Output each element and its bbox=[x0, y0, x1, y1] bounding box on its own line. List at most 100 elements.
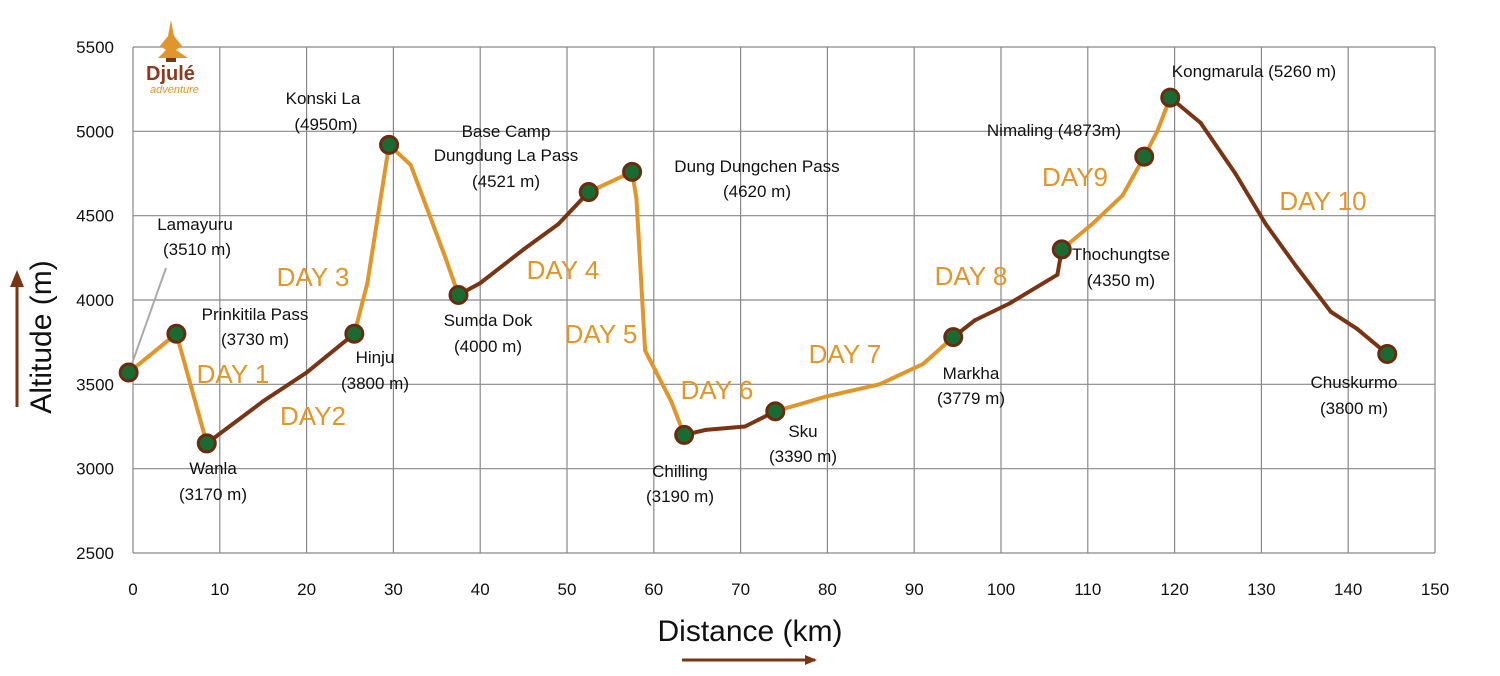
waypoint-marker bbox=[166, 323, 187, 344]
waypoint-name: Dungdung La Pass bbox=[434, 146, 579, 165]
x-tick-label: 150 bbox=[1421, 580, 1449, 599]
day-label: DAY 8 bbox=[935, 261, 1008, 291]
y-tick-label: 3500 bbox=[76, 375, 114, 394]
y-direction-arrow bbox=[10, 270, 24, 407]
grid-lines bbox=[132, 46, 1436, 554]
waypoint-marker bbox=[118, 362, 139, 383]
route-segment bbox=[1007, 272, 1060, 306]
waypoint-marker bbox=[943, 327, 964, 348]
x-tick-label: 40 bbox=[471, 580, 490, 599]
x-tick-label: 140 bbox=[1334, 580, 1362, 599]
waypoint-name: Markha bbox=[943, 364, 1000, 383]
waypoint-marker bbox=[344, 323, 365, 344]
day-label: DAY 7 bbox=[809, 339, 882, 369]
y-tick-label: 3000 bbox=[76, 460, 114, 479]
route-segment bbox=[365, 142, 392, 286]
waypoint-altitude: (4000 m) bbox=[454, 337, 522, 356]
waypoint-marker bbox=[1134, 146, 1155, 167]
x-tick-label: 130 bbox=[1247, 580, 1275, 599]
day-label: DAY9 bbox=[1042, 162, 1108, 192]
x-tick-label: 100 bbox=[987, 580, 1015, 599]
route-segment bbox=[478, 247, 526, 286]
waypoint-altitude: (4620 m) bbox=[723, 182, 791, 201]
waypoint-marker bbox=[1160, 87, 1181, 108]
waypoint-label: Kongmarula (5260 m) bbox=[1172, 62, 1336, 81]
route-segment bbox=[1328, 309, 1359, 331]
waypoint-marker bbox=[1051, 239, 1072, 260]
waypoint-altitude: (3730 m) bbox=[221, 330, 289, 349]
route-segment bbox=[972, 301, 1012, 323]
waypoint-altitude: (3390 m) bbox=[769, 447, 837, 466]
y-tick-label: 4500 bbox=[76, 207, 114, 226]
route-segment bbox=[643, 348, 674, 404]
x-axis-title: Distance (km) bbox=[657, 615, 842, 648]
waypoint-altitude: (3190 m) bbox=[646, 487, 714, 506]
x-tick-label: 20 bbox=[297, 580, 316, 599]
route-segment bbox=[1233, 171, 1268, 227]
waypoint-name: Hinju bbox=[356, 348, 395, 367]
waypoint-altitude: (3779 m) bbox=[937, 389, 1005, 408]
waypoint-marker bbox=[448, 284, 469, 305]
y-tick-label: 5500 bbox=[76, 38, 114, 57]
waypoint-name: Konski La bbox=[286, 89, 361, 108]
day-label: DAY 3 bbox=[277, 262, 350, 292]
y-tick-label: 2500 bbox=[76, 544, 114, 563]
lamayuru-leader-line bbox=[130, 267, 167, 365]
waypoint-label: Nimaling (4873m) bbox=[987, 121, 1121, 140]
day-label: DAY 6 bbox=[681, 375, 754, 405]
day-label: DAY 5 bbox=[565, 319, 638, 349]
waypoint-name: Thochungtse bbox=[1072, 245, 1170, 264]
route-segment bbox=[304, 331, 357, 375]
logo-name: Djulé bbox=[146, 63, 195, 85]
route-segment bbox=[1198, 120, 1238, 176]
route-segment bbox=[126, 331, 179, 375]
route-segment bbox=[408, 163, 448, 260]
x-tick-label: 70 bbox=[731, 580, 750, 599]
y-tick-label: 5000 bbox=[76, 122, 114, 141]
stupa-icon bbox=[158, 20, 188, 62]
x-tick-label: 50 bbox=[558, 580, 577, 599]
route-segment bbox=[204, 399, 266, 446]
day-label: DAY 1 bbox=[197, 359, 270, 389]
day-label: DAY 4 bbox=[527, 255, 600, 285]
x-tick-label: 120 bbox=[1160, 580, 1188, 599]
waypoint-marker bbox=[578, 182, 599, 203]
route-segment bbox=[521, 222, 561, 252]
x-tick-label: 10 bbox=[210, 580, 229, 599]
route-segment bbox=[877, 362, 925, 387]
x-tick-label: 60 bbox=[644, 580, 663, 599]
logo-tagline: adventure bbox=[150, 84, 199, 96]
x-tick-label: 30 bbox=[384, 580, 403, 599]
waypoint-name: Dung Dungchen Pass bbox=[674, 157, 839, 176]
waypoint-marker bbox=[379, 134, 400, 155]
x-tick-label: 80 bbox=[818, 580, 837, 599]
logo: Djulé adventure bbox=[146, 20, 199, 96]
y-axis-title: Altitude (m) bbox=[25, 260, 58, 413]
waypoint-altitude: (3800 m) bbox=[341, 374, 409, 393]
waypoint-name: Base Camp bbox=[462, 122, 551, 141]
x-tick-label: 0 bbox=[128, 580, 137, 599]
waypoint-name: Chuskurmo bbox=[1311, 373, 1398, 392]
waypoint-name: Wanla bbox=[189, 459, 237, 478]
day-label: DAY2 bbox=[280, 401, 346, 431]
day-label: DAY 10 bbox=[1279, 186, 1366, 216]
waypoint-name: Sumda Dok bbox=[444, 311, 533, 330]
waypoint-marker bbox=[1377, 343, 1398, 364]
waypoint-altitude: (3170 m) bbox=[179, 485, 247, 504]
waypoint-name: Sku bbox=[788, 422, 817, 441]
waypoint-altitude: (4521 m) bbox=[472, 172, 540, 191]
axis-ticks: 0 10 20 30 40 50 60 70 80 90 100 110 120 130 140 150 250… bbox=[76, 38, 1449, 599]
y-tick-label: 4000 bbox=[76, 291, 114, 310]
waypoint-name: Prinkitila Pass bbox=[202, 305, 309, 324]
route-segment bbox=[634, 196, 648, 353]
route-segment bbox=[825, 382, 882, 399]
route-segment bbox=[1090, 193, 1125, 227]
route-segment bbox=[703, 424, 747, 432]
waypoint-marker bbox=[765, 401, 786, 422]
waypoint-altitude: (4950m) bbox=[294, 115, 357, 134]
waypoint-labels: Lamayuru (3510 m) Prinkitila Pass (3730 m) W… bbox=[157, 62, 1397, 506]
waypoint-altitude: (3510 m) bbox=[163, 240, 231, 259]
waypoint-name: Lamayuru bbox=[157, 215, 233, 234]
route-segment bbox=[261, 370, 309, 404]
